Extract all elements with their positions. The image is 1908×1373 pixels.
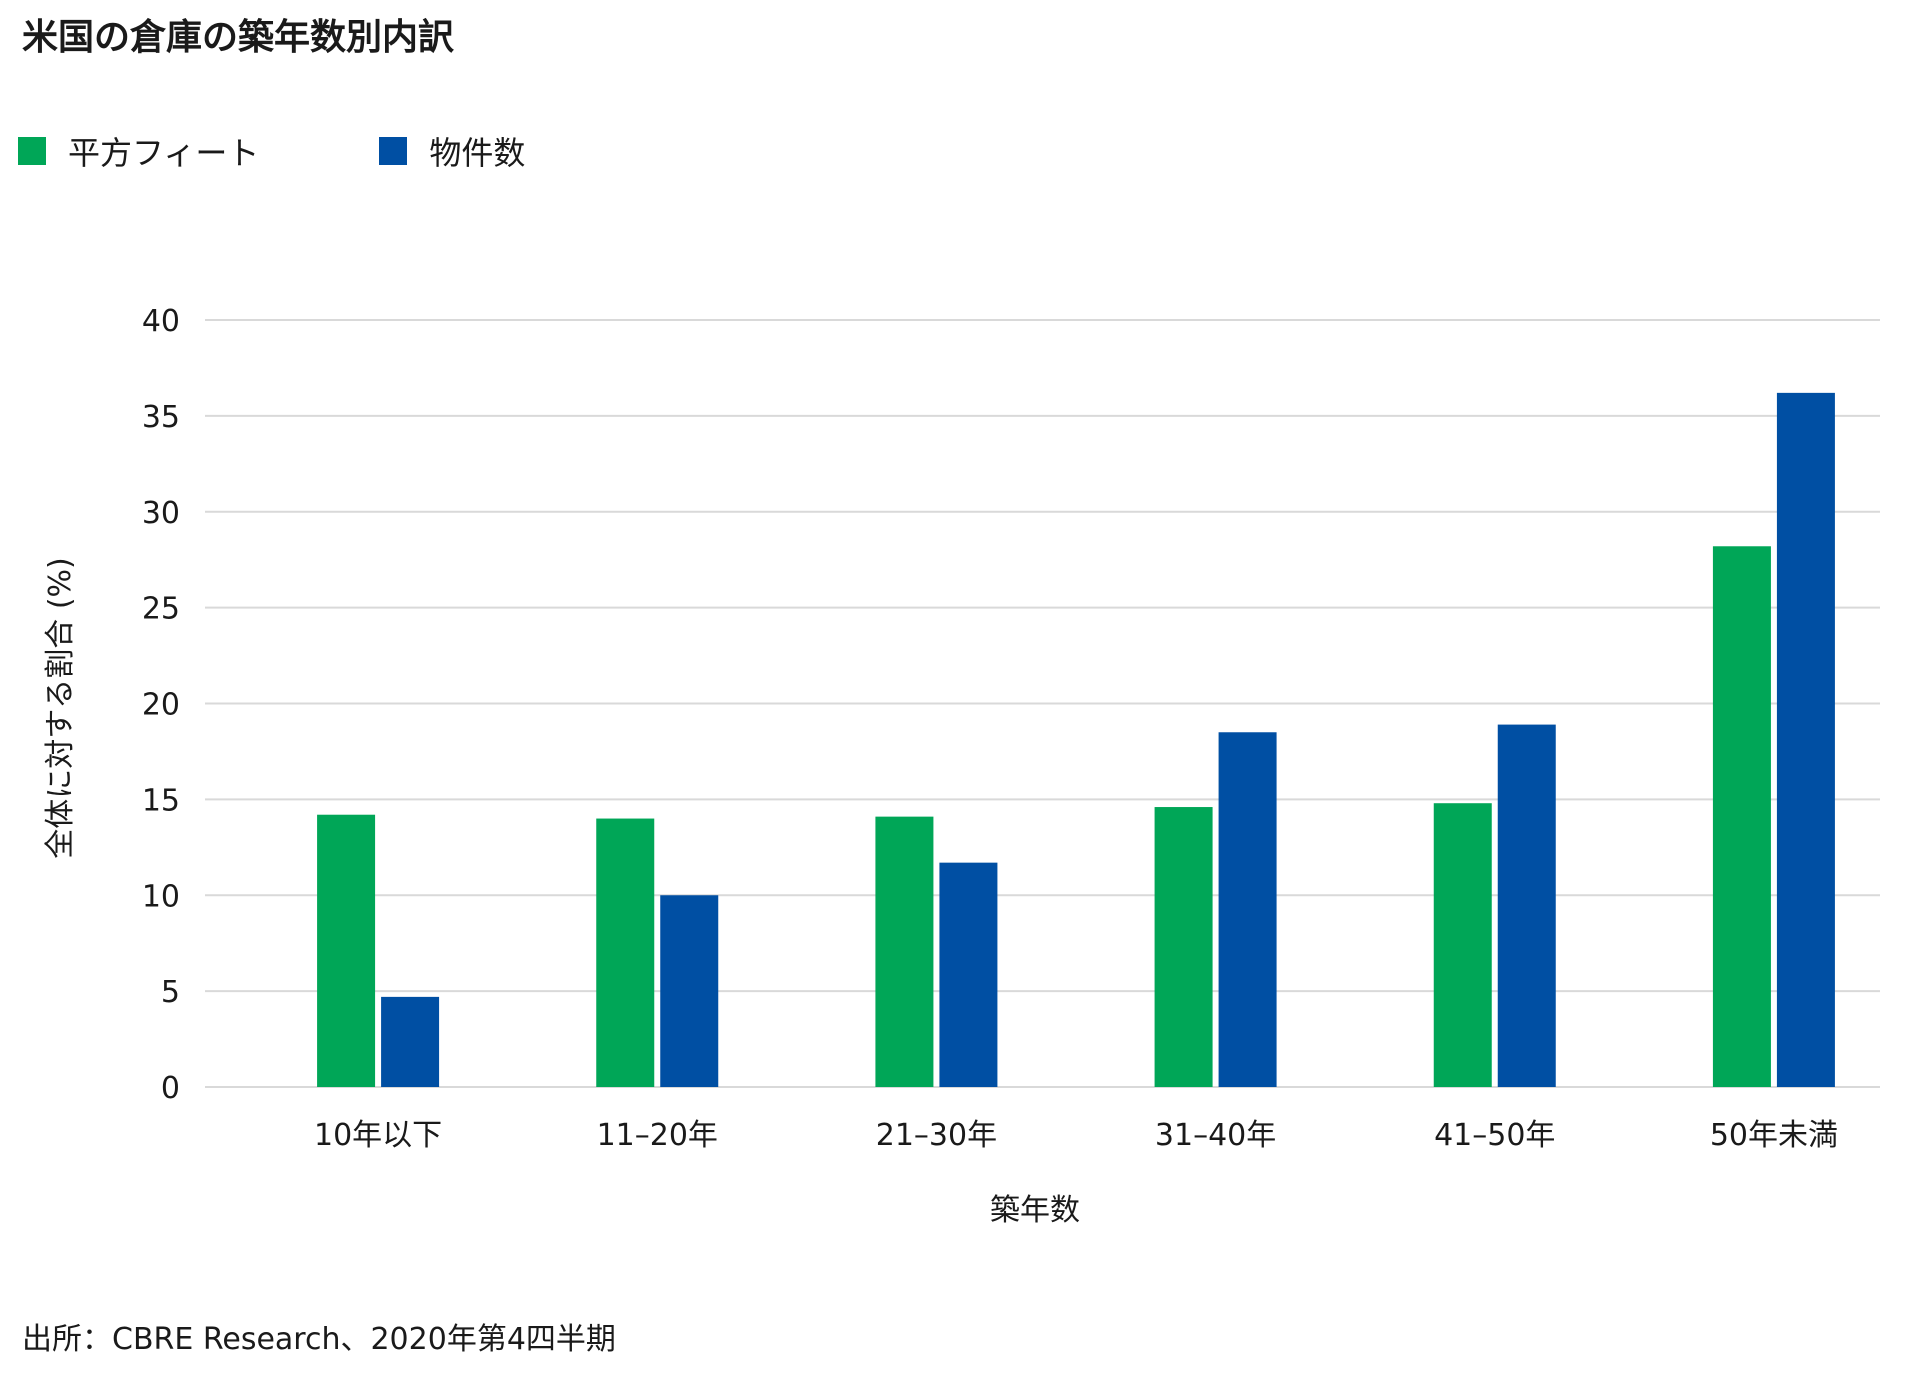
y-tick-label: 40	[142, 304, 180, 339]
gridlines	[205, 319, 1880, 1088]
y-tick-label: 15	[142, 783, 180, 818]
x-tick-label: 11–20年	[597, 1118, 718, 1153]
x-tick-label: 21–30年	[876, 1118, 997, 1153]
y-tick-label: 5	[161, 975, 180, 1010]
bars	[317, 392, 1835, 1087]
y-tick-label: 10	[142, 879, 180, 914]
bar-square-feet-1	[596, 818, 655, 1087]
bar-chart: 0 5 10 15 20 25 30 35 40 10年以下 11–20年 21–30年 31–40年…	[43, 304, 1880, 1228]
legend-item-property-count: 物件数	[379, 128, 525, 174]
x-tick-label: 10年以下	[314, 1118, 442, 1153]
bar-square-feet-5	[1712, 546, 1771, 1087]
y-tick-label: 20	[142, 688, 180, 723]
bar-square-feet-2	[875, 816, 934, 1087]
y-axis-label: 全体に対する割合 (%)	[43, 557, 78, 858]
x-axis-label: 築年数	[990, 1193, 1080, 1228]
x-tick-labels: 10年以下 11–20年 21–30年 31–40年 41–50年 50年未満	[314, 1118, 1838, 1153]
source-note: 出所：CBRE Research、2020年第4四半期	[22, 1322, 616, 1357]
bar-property-count-3	[1218, 732, 1277, 1087]
legend-label-square-feet: 平方フィート	[68, 134, 260, 172]
y-tick-label: 0	[161, 1071, 180, 1106]
bar-property-count-4	[1497, 724, 1556, 1087]
bar-property-count-1	[660, 895, 719, 1087]
bar-square-feet-3	[1154, 807, 1213, 1087]
y-tick-label: 35	[142, 400, 180, 435]
bar-property-count-5	[1776, 392, 1835, 1087]
y-tick-label: 25	[142, 592, 180, 627]
legend-swatch-property-count	[379, 137, 408, 165]
y-tick-label: 30	[142, 496, 180, 531]
legend-swatch-square-feet	[18, 137, 46, 165]
bar-property-count-0	[381, 996, 440, 1087]
bar-property-count-2	[939, 862, 998, 1087]
legend-item-square-feet: 平方フィート	[18, 128, 259, 174]
x-tick-label: 31–40年	[1155, 1118, 1276, 1153]
legend-label-property-count: 物件数	[429, 134, 526, 172]
x-tick-label: 41–50年	[1434, 1118, 1555, 1153]
legend: 平方フィート 物件数	[18, 128, 645, 174]
y-tick-labels: 0 5 10 15 20 25 30 35 40	[142, 304, 180, 1106]
chart-title: 米国の倉庫の築年数別内訳	[22, 17, 455, 58]
bar-square-feet-4	[1433, 803, 1492, 1087]
bar-square-feet-0	[317, 814, 376, 1087]
x-tick-label: 50年未満	[1710, 1118, 1838, 1153]
